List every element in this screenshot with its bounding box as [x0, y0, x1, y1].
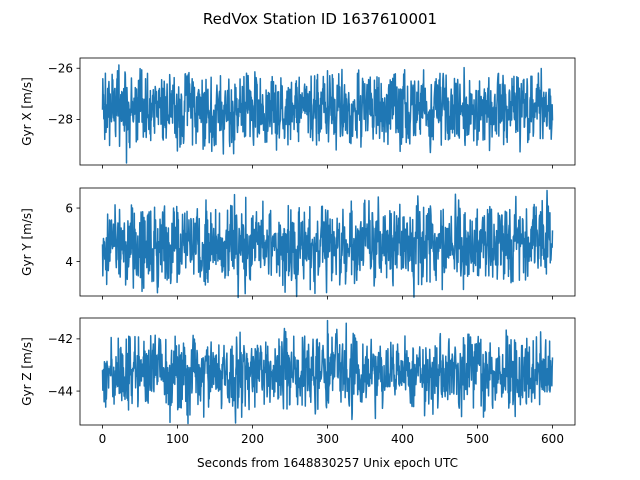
y-tick-label-1--26: −26	[48, 62, 73, 76]
y-tick-label-1--28: −28	[48, 113, 73, 127]
x-tick-label-500: 500	[466, 432, 489, 446]
y-tick-label-3--42: −42	[48, 332, 73, 346]
subplot-2: 4 6 Gyr Y [m/s]	[20, 187, 576, 300]
series-line-1	[101, 64, 554, 164]
subplot-3: 0 100 200 300 400 500 600 −44 −42 Gyr Z [m/s]	[20, 317, 576, 446]
y-tick-label-2-4: 4	[65, 255, 73, 269]
x-tick-label-0: 0	[99, 432, 107, 446]
series-line-3	[101, 319, 554, 425]
y-axis-label-1: Gyr X [m/s]	[20, 77, 34, 146]
y-axis-label-3: Gyr Z [m/s]	[20, 337, 34, 406]
x-tick-label-400: 400	[391, 432, 414, 446]
y-tick-label-2-6: 6	[65, 201, 73, 215]
x-tick-label-200: 200	[241, 432, 264, 446]
subplot-1: −28 −26 Gyr X [m/s]	[20, 57, 576, 169]
x-tick-label-600: 600	[541, 432, 564, 446]
x-tick-label-100: 100	[166, 432, 189, 446]
x-axis-label: Seconds from 1648830257 Unix epoch UTC	[197, 456, 458, 470]
series-line-2	[101, 189, 554, 299]
y-axis-label-2: Gyr Y [m/s]	[20, 208, 34, 276]
y-tick-label-3--44: −44	[48, 384, 73, 398]
figure-title: RedVox Station ID 1637610001	[203, 10, 437, 28]
x-tick-label-300: 300	[316, 432, 339, 446]
